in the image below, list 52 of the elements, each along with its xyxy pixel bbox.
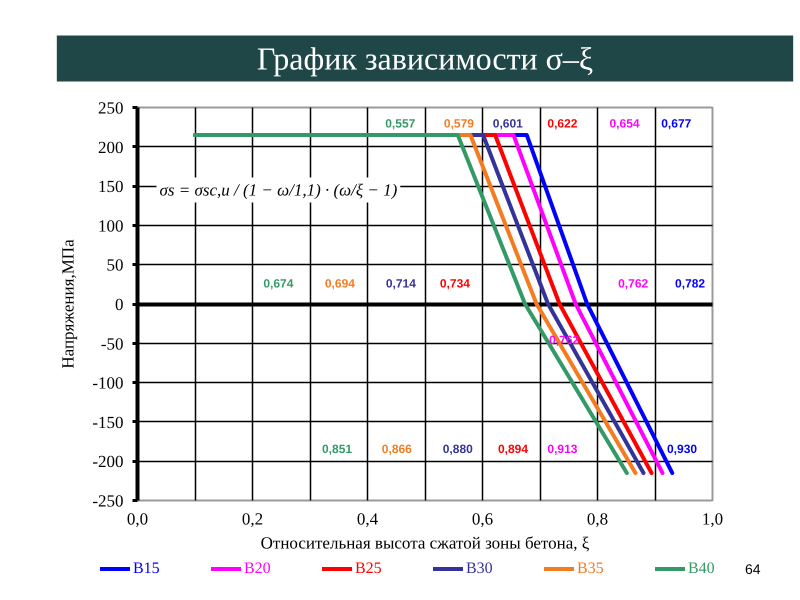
legend-label: B30: [466, 558, 493, 579]
annotation: 0,557: [385, 116, 416, 131]
legend-item: B30: [433, 558, 493, 580]
annotation: 0,894: [498, 442, 528, 456]
legend-item: B35: [544, 558, 604, 580]
annotation: 0,654: [610, 116, 640, 131]
y-tick-label: -150: [92, 412, 124, 432]
annotation: 0,714: [386, 276, 416, 290]
legend-label: B20: [244, 558, 271, 579]
annotation: 0,851: [322, 442, 352, 456]
annotation: 0,762: [618, 276, 648, 290]
chart-title: График зависимости σ–ξ: [256, 40, 594, 76]
x-tick-label: 0,2: [242, 510, 264, 528]
x-tick-label: 0,6: [472, 510, 494, 528]
y-tick-label: 100: [98, 216, 124, 236]
legend-item: B15: [100, 558, 160, 580]
y-tick-label: 50: [106, 256, 124, 275]
y-tick-label: -50: [100, 334, 124, 354]
annotation: 0,601: [492, 116, 524, 131]
annotation: σs = σsc,u / (1 − ω/1,1) · (ω/ξ − 1): [159, 180, 398, 200]
y-tick-label: 0: [115, 295, 124, 314]
legend-item: B40: [655, 558, 715, 580]
legend-label: B40: [688, 558, 715, 579]
y-tick-label: 200: [98, 138, 124, 157]
annotation: 0,782: [675, 276, 706, 290]
annotation: 0,694: [324, 276, 356, 290]
annotation: 0,622: [547, 116, 578, 131]
x-tick-label: 0,4: [356, 510, 379, 528]
x-tick-label: 0,0: [126, 510, 148, 528]
annotation: 0,880: [442, 442, 474, 456]
legend-item: B20: [211, 558, 271, 580]
y-tick-label: -100: [92, 374, 124, 393]
legend-label: B25: [355, 558, 382, 579]
annotation: 0,677: [661, 116, 692, 131]
x-axis-title: Относительная высота сжатой зоны бетона, ξ: [260, 534, 590, 552]
y-tick-label: -200: [92, 452, 124, 472]
annotation: 0,866: [382, 442, 412, 456]
y-tick-label: -250: [92, 492, 124, 510]
annotation: 0,930: [667, 442, 698, 456]
y-axis-title: Напряжения,МПа: [58, 238, 78, 369]
annotation: 0,674: [263, 276, 294, 290]
legend-item: B25: [322, 558, 382, 580]
annotation: 0,734: [440, 276, 470, 290]
legend-label: B35: [577, 558, 604, 579]
annotation: 0,579: [444, 116, 474, 131]
x-tick-label: 0,8: [586, 510, 608, 528]
x-tick-label: 1,0: [702, 510, 724, 528]
legend-label: B15: [133, 558, 160, 579]
text: 64: [745, 560, 761, 579]
y-tick-label: 250: [98, 98, 124, 118]
y-tick-label: 150: [98, 177, 124, 196]
annotation: 0,913: [547, 442, 578, 456]
